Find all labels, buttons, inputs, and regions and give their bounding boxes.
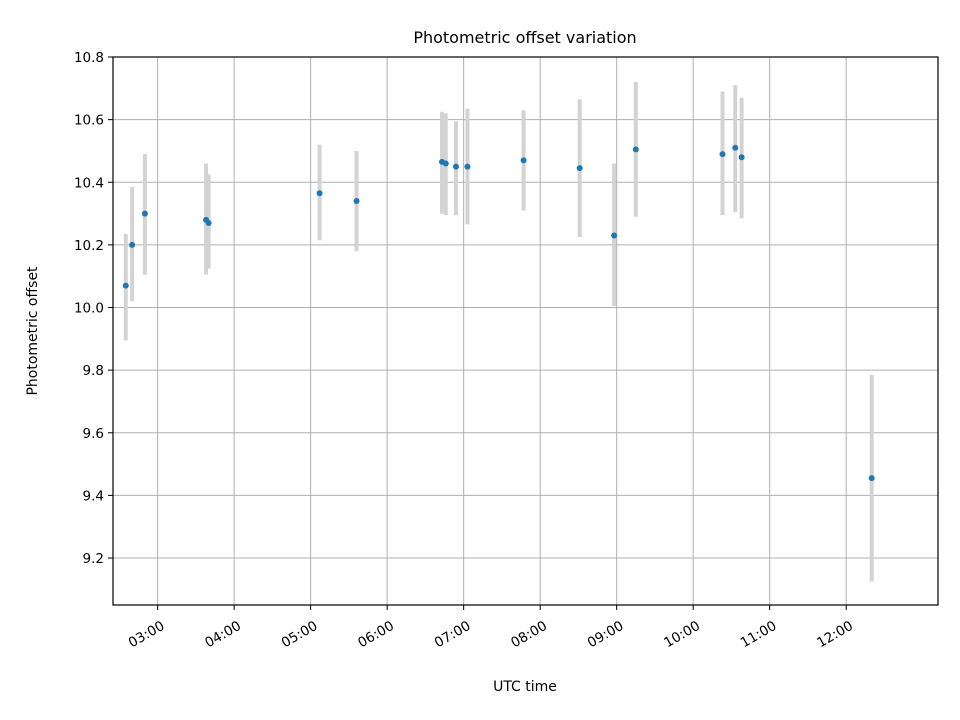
y-tick-label: 9.8 xyxy=(83,363,104,379)
plot-frame xyxy=(112,56,939,606)
y-tick-label: 9.2 xyxy=(83,551,104,567)
y-tick-label: 10.0 xyxy=(74,301,104,317)
data-point xyxy=(141,210,148,217)
y-tick-label: 10.8 xyxy=(74,50,104,66)
y-axis-title: Photometric offset xyxy=(25,266,41,396)
data-point xyxy=(464,163,471,170)
y-tick-label: 9.6 xyxy=(83,426,104,442)
y-tick-label: 9.4 xyxy=(83,488,104,504)
data-point xyxy=(442,160,449,167)
y-tick-label: 10.6 xyxy=(74,113,104,129)
data-point xyxy=(353,198,360,205)
grid xyxy=(113,56,938,605)
y-tick-label: 10.2 xyxy=(74,238,104,254)
data-point xyxy=(738,154,745,161)
data-point xyxy=(316,190,323,197)
y-tick-label: 10.4 xyxy=(74,175,104,191)
data-point xyxy=(719,151,726,158)
data-point xyxy=(205,219,212,226)
data-point xyxy=(453,163,460,170)
data-point xyxy=(632,146,639,153)
data-point xyxy=(868,475,875,482)
data-point xyxy=(122,282,129,289)
y-axis-ticks: 9.2 9.4 9.6 9.8 10.0 10.2 10.4 10.6 10.8 xyxy=(74,50,113,567)
data-point xyxy=(129,241,136,248)
data-point xyxy=(611,232,618,239)
data-points xyxy=(122,144,875,482)
data-point xyxy=(732,144,739,151)
x-axis-title: UTC time xyxy=(493,679,557,695)
data-point xyxy=(576,165,583,172)
data-point xyxy=(520,157,527,164)
chart-title: Photometric offset variation xyxy=(413,28,636,47)
